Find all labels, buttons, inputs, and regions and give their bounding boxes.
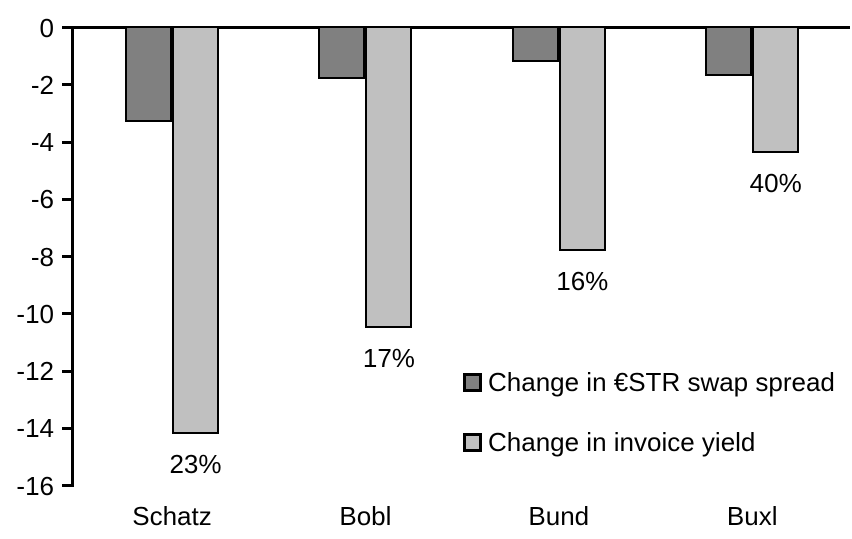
y-tick-label: -10	[16, 298, 54, 329]
y-tick-label: -6	[30, 184, 54, 215]
bar-bund-swap-spread	[511, 26, 559, 62]
legend-item-swap-spread: Change in €STR swap spread	[463, 367, 835, 397]
bar-schatz-invoice-yield	[172, 26, 219, 434]
legend-label-invoice-yield: Change in invoice yield	[488, 427, 756, 457]
y-tick-mark	[62, 83, 74, 87]
y-tick-mark	[62, 484, 74, 487]
y-tick-label: -4	[30, 127, 54, 157]
bar-bobl-swap-spread	[318, 26, 366, 80]
point-label-schatz: 23%	[169, 448, 222, 479]
bar-buxl-swap-spread	[705, 26, 753, 77]
y-tick-label: -16	[16, 470, 54, 501]
bar-bobl-invoice-yield	[365, 26, 413, 329]
y-tick-mark	[62, 312, 74, 316]
x-axis-label-bobl: Bobl	[339, 501, 392, 531]
legend-swatch-light-icon	[463, 432, 482, 452]
x-axis-label-bund: Bund	[528, 501, 590, 531]
x-axis-label-schatz: Schatz	[132, 501, 212, 531]
zero-baseline	[71, 26, 850, 29]
bar-bund-invoice-yield	[558, 26, 606, 251]
y-tick-label: 0	[39, 12, 54, 43]
legend-swatch-dark-icon	[463, 372, 482, 392]
y-tick-mark	[62, 255, 74, 258]
y-tick-label: -2	[30, 69, 54, 100]
point-label-bobl: 17%	[362, 343, 415, 374]
legend-label-swap-spread: Change in €STR swap spread	[488, 367, 835, 397]
bar-buxl-invoice-yield	[752, 26, 800, 154]
y-tick-mark	[62, 197, 74, 201]
y-tick-mark	[62, 426, 74, 430]
y-tick-label: -8	[30, 241, 54, 272]
y-tick-mark	[62, 26, 74, 29]
y-tick-label: -14	[16, 413, 54, 444]
point-label-bund: 16%	[556, 265, 609, 296]
y-tick-label: -12	[16, 356, 54, 386]
legend: Change in €STR swap spread Change in inv…	[463, 367, 835, 487]
y-tick-mark	[62, 369, 74, 373]
point-label-buxl: 40%	[749, 168, 802, 199]
legend-item-invoice-yield: Change in invoice yield	[463, 427, 835, 457]
y-tick-mark	[62, 140, 74, 144]
bar-schatz-swap-spread	[125, 26, 172, 122]
x-axis-label-buxl: Buxl	[726, 501, 778, 531]
